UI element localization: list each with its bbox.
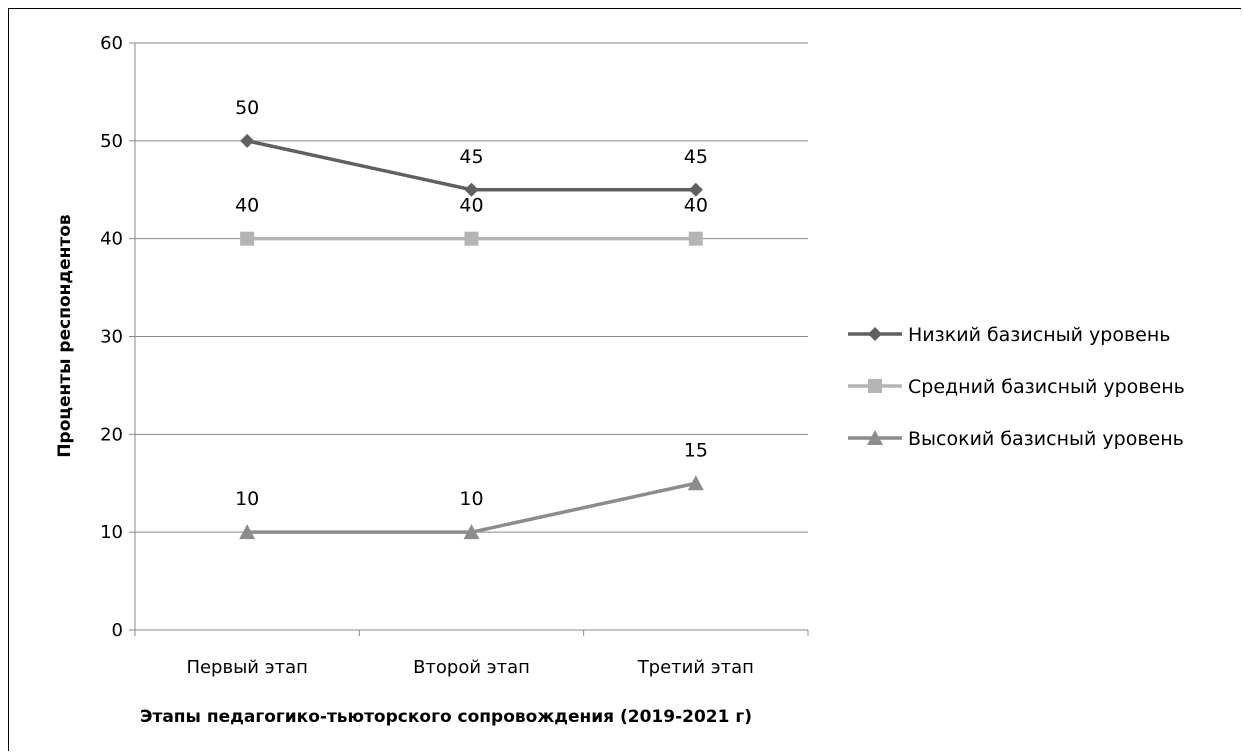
data-point-marker (464, 182, 479, 197)
x-tick-label: Второй этап (413, 657, 530, 678)
y-tick-label: 10 (100, 522, 123, 543)
chart-frame (8, 8, 1241, 751)
y-tick-label: 0 (112, 620, 123, 641)
data-label: 15 (684, 439, 708, 461)
y-axis-title: Проценты респондентов (55, 214, 75, 458)
data-point-marker (464, 231, 479, 246)
axes (129, 42, 809, 636)
legend-marker (868, 379, 882, 393)
legend-label: Низкий базисный уровень (908, 324, 1170, 346)
y-tick-label: 50 (100, 131, 123, 152)
data-point-marker (463, 524, 480, 540)
x-axis-title: Этапы педагогико-тьюторского сопровожден… (140, 707, 752, 727)
data-point-marker (687, 475, 704, 491)
data-point-marker (240, 133, 255, 148)
y-tick-label: 40 (100, 229, 123, 250)
data-label: 45 (459, 146, 483, 168)
legend-label: Средний базисный уровень (908, 376, 1185, 398)
x-tick-label: Первый этап (186, 657, 307, 678)
series-group (239, 133, 704, 540)
data-label: 40 (459, 195, 483, 217)
legend-marker (867, 430, 883, 445)
data-point-marker (688, 182, 703, 197)
y-tick-labels: 0 10 20 30 40 50 60 (100, 33, 123, 641)
x-tick-labels: Первый этап Второй этап Третий этап (186, 657, 754, 678)
data-point-marker (240, 231, 255, 246)
data-point-marker (688, 231, 703, 246)
data-point-marker (239, 524, 256, 540)
legend-marker (868, 327, 882, 341)
data-label: 45 (684, 146, 708, 168)
x-tick-label: Третий этап (637, 657, 754, 678)
legend: Низкий базисный уровень Средний базисный … (848, 324, 1185, 450)
y-tick-label: 30 (100, 327, 123, 348)
y-tick-label: 60 (100, 33, 123, 54)
y-tick-label: 20 (100, 424, 123, 445)
legend-label: Высокий базисный уровень (908, 428, 1184, 450)
data-label: 40 (684, 195, 708, 217)
data-label: 50 (235, 97, 259, 119)
data-label: 40 (235, 195, 259, 217)
data-label: 10 (235, 488, 259, 510)
data-label: 10 (459, 488, 483, 510)
data-labels: 50 45 45 40 40 40 10 10 15 (235, 97, 708, 510)
